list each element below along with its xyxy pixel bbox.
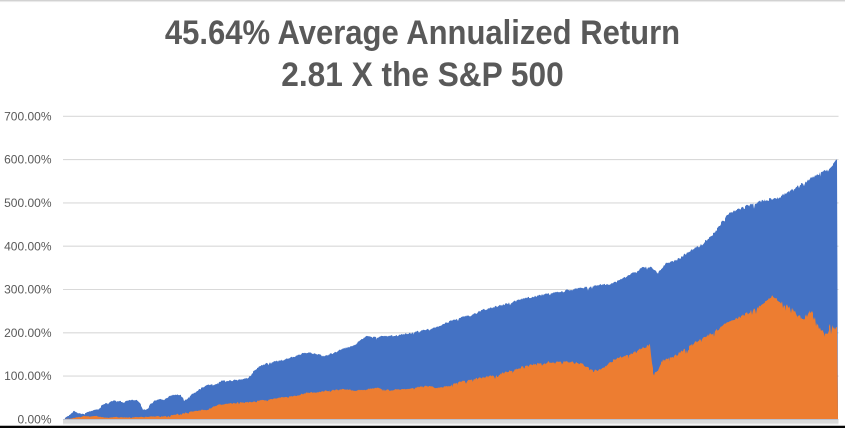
- svg-text:100.00%: 100.00%: [4, 369, 52, 383]
- svg-text:500.00%: 500.00%: [4, 196, 52, 210]
- svg-text:600.00%: 600.00%: [4, 153, 52, 167]
- svg-text:700.00%: 700.00%: [4, 109, 52, 123]
- svg-text:0.00%: 0.00%: [17, 413, 51, 427]
- svg-text:200.00%: 200.00%: [4, 326, 52, 340]
- svg-text:300.00%: 300.00%: [4, 283, 52, 297]
- svg-text:400.00%: 400.00%: [4, 239, 52, 253]
